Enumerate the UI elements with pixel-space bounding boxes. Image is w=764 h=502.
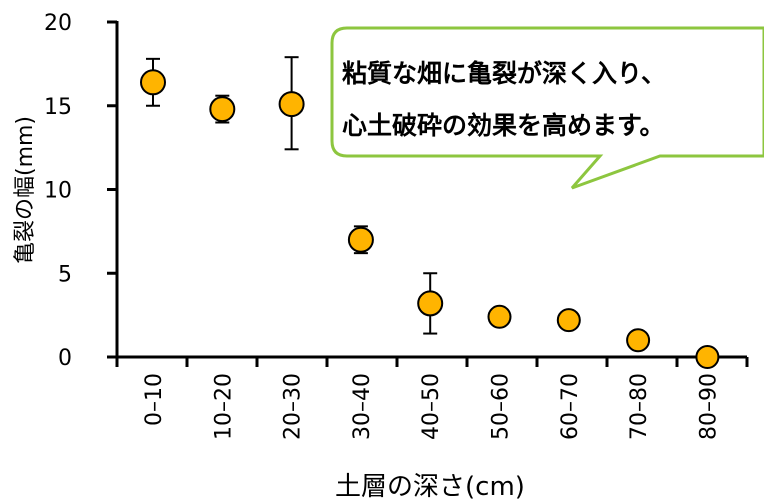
x-tick-label: 80–90	[696, 373, 721, 440]
x-tick-label: 60–70	[558, 373, 583, 440]
callout-bubble	[330, 26, 764, 190]
data-point	[487, 304, 512, 329]
data-point	[626, 328, 651, 353]
x-axis-label: 土層の深さ(cm)	[335, 472, 525, 502]
x-tick-label: 40–50	[419, 373, 444, 440]
callout-line-1: 粘質な畑に亀裂が深く入り、	[342, 59, 666, 88]
y-axis-ticks: 0 5 10 15 20	[44, 11, 117, 371]
data-point	[695, 345, 720, 369]
x-tick-label: 70–80	[627, 373, 652, 440]
callout-line-2: 心土破砕の効果を高めます。	[342, 111, 665, 140]
x-tick-label: 0–10	[142, 373, 167, 426]
x-tick-label: 50–60	[489, 373, 514, 440]
x-tick-label: 30–40	[350, 373, 375, 440]
y-tick-label: 15	[44, 95, 72, 120]
y-tick-label: 0	[58, 346, 72, 371]
y-tick-label: 20	[44, 11, 72, 36]
x-tick-label: 10–20	[211, 373, 236, 440]
data-point	[347, 226, 374, 253]
data-point	[209, 96, 236, 123]
y-tick-label: 5	[58, 262, 72, 287]
y-axis-label: 亀裂の幅(mm)	[13, 116, 38, 264]
data-point	[417, 290, 444, 317]
data-points	[140, 69, 720, 369]
x-axis-ticks: 0–10 10–20 20–30 30–40 40–50 50–60 60–70 70–80 8…	[115, 357, 749, 440]
x-tick-label: 20–30	[281, 373, 306, 440]
y-tick-label: 10	[44, 179, 72, 204]
callout: 粘質な畑に亀裂が深く入り、 心土破砕の効果を高めます。	[330, 26, 764, 190]
data-point	[278, 91, 305, 118]
data-point	[140, 69, 166, 96]
data-point	[556, 308, 581, 333]
